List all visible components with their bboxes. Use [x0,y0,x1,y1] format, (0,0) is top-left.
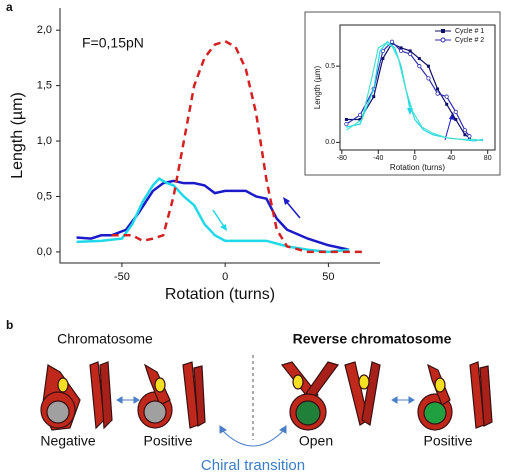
axes [59,8,380,264]
x-tick-label: 40 [447,155,455,162]
x-tick-label: -80 [337,155,347,162]
panel-label: b [6,318,13,332]
y-tick-label: 2,0 [37,24,52,36]
y-tick-label: 1,0 [37,135,52,147]
marker [463,133,467,137]
y-tick-label: 0,0 [37,246,52,258]
marker [436,87,440,91]
y-tick-label: 0.5 [325,63,335,70]
legend-marker [441,29,445,33]
transition-label: Chiral transition [201,457,305,473]
y-axis-label: Length (µm) [9,92,26,179]
legend-label: Cycle # 2 [455,37,484,44]
data-line [346,42,484,142]
x-tick-label: 50 [322,271,334,283]
marker [344,121,349,127]
state-label: Open [299,433,333,449]
marker [408,51,413,57]
x-tick-label: 0 [222,271,228,283]
marker [344,118,348,122]
y-tick-label: 1,5 [37,80,52,92]
marker [426,64,430,68]
marker [408,49,412,53]
y-tick-label: 0,5 [37,190,52,202]
marker [467,134,472,139]
legend-label: Cycle # 1 [455,28,484,35]
marker [399,46,403,50]
data-line [76,177,350,254]
plot-frame [339,24,496,151]
x-tick-label: 80 [484,155,492,162]
state-label: Positive [143,433,192,449]
x-tick-label: -40 [373,155,383,162]
state-label: Negative [40,433,95,449]
marker [444,94,449,99]
marker [417,64,422,69]
diagram-title: Chromatosome [57,331,153,347]
marker [372,95,376,99]
legend-marker [440,37,446,43]
marker [435,91,440,96]
marker [381,57,385,61]
x-axis-label: Rotation (turns) [390,163,445,172]
diagram-title: Reverse chromatosome [293,331,452,347]
x-axis-label: Rotation (turns) [165,286,275,303]
y-tick-label: 0.0 [325,139,335,146]
x-tick-label: 0 [413,155,417,162]
marker [380,48,385,54]
marker [357,112,363,118]
nucleosome-shapes [40,361,493,431]
panel-label: a [6,0,13,14]
marker [398,48,404,54]
marker [358,118,362,122]
marker [462,128,468,133]
data-line [76,179,350,251]
state-label: Positive [423,433,472,449]
data-line [111,39,366,254]
marker [417,57,421,61]
marker [426,76,431,81]
marker [389,39,395,44]
marker [445,102,449,106]
annotation: F=0,15pN [82,35,144,51]
marker [453,109,458,114]
y-axis-label: Length (µm) [313,66,322,110]
marker [454,118,458,122]
double-arrows [116,396,415,447]
inset-frame [304,11,501,176]
x-tick-label: -50 [114,271,130,283]
